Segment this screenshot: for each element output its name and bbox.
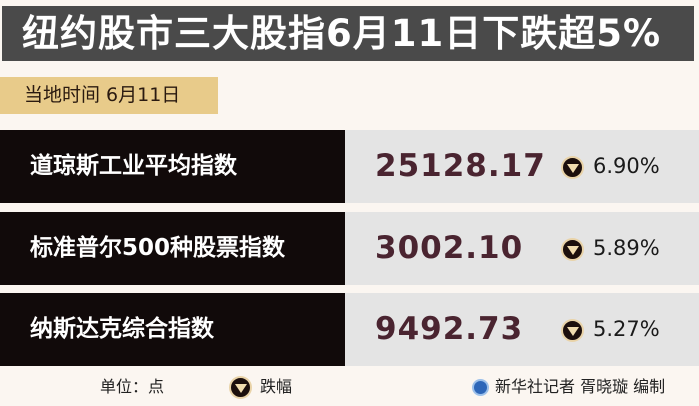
credit-text: 新华社记者 胥晓璇 编制 bbox=[495, 377, 666, 396]
date-label: 当地时间 6月11日 bbox=[0, 77, 218, 114]
unit-label: 单位：点 bbox=[100, 377, 165, 396]
index-name: 纳斯达克综合指数 bbox=[0, 293, 345, 366]
index-row-nasdaq: 纳斯达克综合指数 9492.73 5.27% bbox=[0, 293, 699, 366]
index-row-sp500: 标准普尔500种股票指数 3002.10 5.89% bbox=[0, 212, 699, 285]
page-title: 纽约股市三大股指6月11日下跌超5% bbox=[2, 6, 694, 61]
xinhua-logo-icon bbox=[472, 378, 489, 396]
index-name: 道琼斯工业平均指数 bbox=[0, 130, 345, 203]
index-value-area: 3002.10 5.89% bbox=[345, 212, 699, 285]
legend-label: 跌幅 bbox=[260, 377, 293, 396]
index-value: 25128.17 bbox=[375, 148, 546, 184]
down-triangle-icon bbox=[561, 319, 584, 342]
down-triangle-icon bbox=[561, 156, 584, 179]
index-name: 标准普尔500种股票指数 bbox=[0, 212, 345, 285]
index-change: 6.90% bbox=[593, 154, 660, 178]
index-value-area: 25128.17 6.90% bbox=[345, 130, 699, 203]
index-change: 5.27% bbox=[593, 317, 660, 341]
index-value-area: 9492.73 5.27% bbox=[345, 293, 699, 366]
index-row-dow: 道琼斯工业平均指数 25128.17 6.90% bbox=[0, 130, 699, 203]
down-triangle-icon bbox=[561, 238, 584, 261]
legend: 跌幅 bbox=[229, 368, 292, 406]
index-value: 3002.10 bbox=[375, 230, 524, 266]
credit: 新华社记者 胥晓璇 编制 bbox=[472, 368, 665, 406]
footer: 单位：点 跌幅 新华社记者 胥晓璇 编制 bbox=[0, 368, 699, 406]
index-change: 5.89% bbox=[593, 236, 660, 260]
down-triangle-icon bbox=[229, 375, 252, 399]
index-value: 9492.73 bbox=[375, 311, 524, 347]
